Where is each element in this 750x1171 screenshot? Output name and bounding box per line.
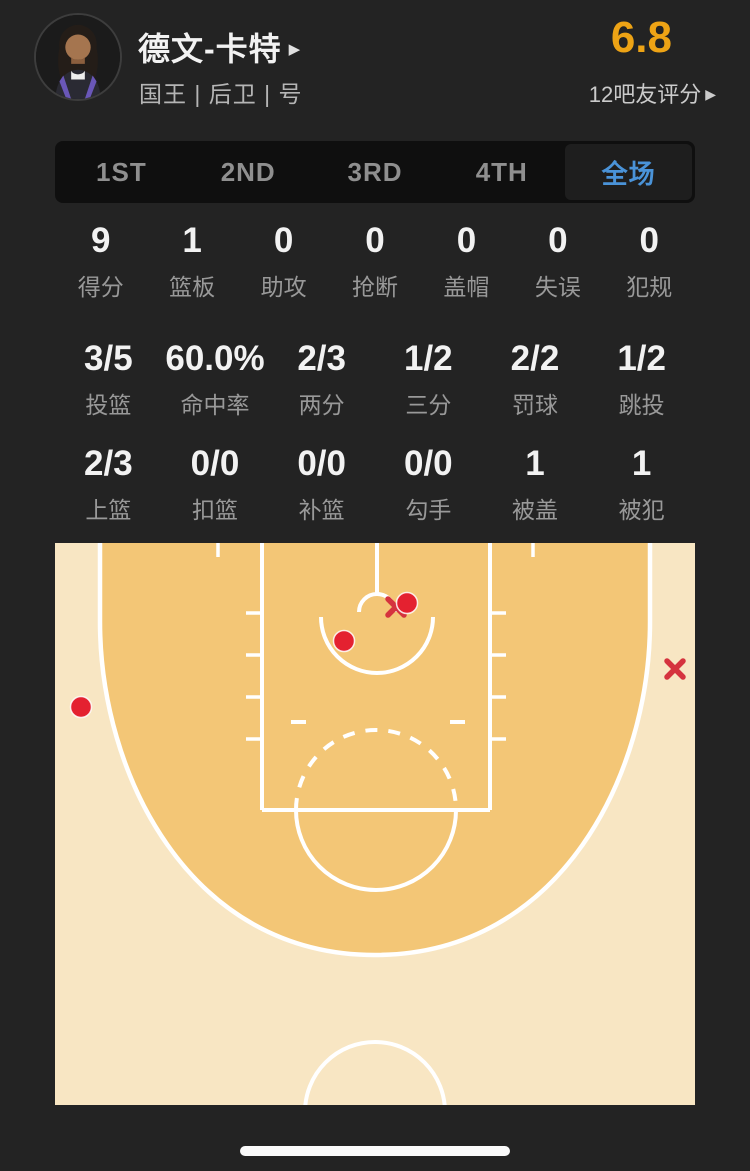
stat-label: 罚球: [511, 392, 558, 418]
tab-label: 全场: [601, 158, 656, 189]
tab-label: 4TH: [475, 156, 528, 187]
restricted-area-arc: [319, 616, 435, 675]
stat-hook-shots: 0/0 勾手: [375, 444, 482, 525]
shooting-stats-row: 3/5 投篮 60.0% 命中率 2/3 两分 1/2 三分 2/2 罚球 1/…: [55, 339, 695, 420]
stat-value: 60.0%: [165, 339, 265, 378]
stat-value: 0/0: [190, 444, 240, 483]
stat-fouls: 0 犯规: [604, 221, 695, 302]
shot-made-marker: [69, 695, 93, 719]
stat-value: 1/2: [403, 339, 453, 378]
tab-2nd-quarter[interactable]: 2ND: [185, 144, 312, 200]
stat-value: 1: [525, 444, 545, 483]
stat-jump-shots: 1/2 跳投: [588, 339, 695, 420]
stat-fouled-against: 1 被犯: [588, 444, 695, 525]
stat-label: 三分: [405, 392, 452, 418]
stat-assists: 0 助攻: [238, 221, 329, 302]
lane-hash-marks: [246, 611, 506, 741]
stat-label: 勾手: [405, 497, 452, 523]
stat-label: 犯规: [626, 274, 673, 300]
stat-value: 1/2: [617, 339, 666, 378]
free-throw-circle-solid-half: [294, 809, 458, 892]
stat-value: 0/0: [297, 444, 346, 483]
stat-label: 扣篮: [191, 497, 238, 523]
baseline-hash-marks: [216, 543, 535, 557]
stat-value: 0: [273, 221, 294, 260]
stat-label: 抢断: [351, 274, 398, 300]
shot-chart-court: [55, 543, 695, 1105]
shot-made-marker: [395, 591, 419, 615]
stat-value: 0/0: [403, 444, 453, 483]
shot-markers-group: [69, 591, 686, 719]
stat-label: 被盖: [511, 497, 558, 523]
tab-label: 3RD: [347, 156, 403, 187]
player-name: 德文-卡特: [138, 31, 282, 67]
home-indicator-bar[interactable]: [240, 1146, 510, 1156]
tab-3rd-quarter[interactable]: 3RD: [312, 144, 439, 200]
rating-caption-row[interactable]: 12吧友评分 ▶: [589, 77, 716, 109]
stat-value: 1: [182, 221, 202, 260]
player-header: 德文-卡特 ▶ 国王 | 后卫 | 号 6.8 12吧友评分 ▶: [0, 0, 750, 130]
stat-value: 0: [365, 221, 385, 260]
player-avatar[interactable]: [34, 13, 122, 101]
stat-blocks: 0 盖帽: [421, 221, 512, 302]
stat-layups: 2/3 上篮: [55, 444, 162, 525]
name-chevron-right-icon: ▶: [288, 40, 301, 58]
stat-value: 1: [631, 444, 652, 483]
rating-chevron-right-icon: ▶: [705, 85, 716, 102]
stat-value: 9: [90, 221, 111, 260]
stat-value: 0: [456, 221, 477, 260]
basic-stats-row: 9 得分 1 篮板 0 助攻 0 抢断 0 盖帽 0 失误 0 犯规: [55, 221, 695, 302]
rating-score: 6.8: [610, 13, 672, 62]
stat-label: 盖帽: [443, 274, 490, 300]
shot-made-marker: [332, 629, 356, 653]
stat-putbacks: 0/0 补篮: [268, 444, 375, 525]
stat-free-throws: 2/2 罚球: [482, 339, 589, 420]
stat-points: 9 得分: [55, 221, 146, 302]
stat-label: 失误: [534, 274, 581, 300]
stat-label: 跳投: [618, 392, 665, 418]
quarter-tab-bar: 1ST 2ND 3RD 4TH 全场: [55, 141, 695, 203]
stat-rebounds: 1 篮板: [146, 221, 237, 302]
stat-value: 2/3: [84, 444, 133, 483]
shot-missed-marker: [664, 658, 686, 680]
court-inside-arc-area: [100, 543, 650, 955]
rating-caption: 12吧友评分: [588, 82, 702, 107]
stat-label: 补篮: [298, 497, 345, 523]
stat-label: 投篮: [85, 392, 132, 418]
stat-value: 0: [548, 221, 568, 260]
stat-label: 上篮: [85, 497, 132, 523]
tab-full-game[interactable]: 全场: [565, 144, 692, 200]
stat-fg-percentage: 60.0% 命中率: [162, 339, 269, 420]
stat-label: 得分: [77, 274, 124, 300]
tab-label: 1ST: [96, 156, 147, 187]
stat-value: 3/5: [84, 339, 133, 378]
stat-label: 篮板: [169, 274, 216, 300]
stat-label: 助攻: [260, 274, 307, 300]
stat-label: 命中率: [180, 392, 250, 418]
stat-three-pointers: 1/2 三分: [375, 339, 482, 420]
stat-value: 2/3: [297, 339, 346, 378]
tab-label: 2ND: [220, 156, 276, 187]
stat-field-goals: 3/5 投篮: [55, 339, 162, 420]
stat-two-pointers: 2/3 两分: [268, 339, 375, 420]
tab-4th-quarter[interactable]: 4TH: [438, 144, 565, 200]
stat-label: 被犯: [618, 497, 665, 523]
paint-lane-lines: [260, 543, 492, 812]
player-photo-placeholder: [36, 15, 120, 99]
stat-shots-blocked-against: 1 被盖: [482, 444, 589, 525]
stat-value: 2/2: [510, 339, 560, 378]
free-throw-circle-dashed-half: [294, 728, 458, 811]
stat-value: 0: [639, 221, 660, 260]
tab-1st-quarter[interactable]: 1ST: [58, 144, 185, 200]
three-point-line: [97, 543, 653, 958]
stat-label: 两分: [298, 392, 345, 418]
stat-dunks: 0/0 扣篮: [162, 444, 269, 525]
stat-steals: 0 抢断: [329, 221, 420, 302]
player-name-row[interactable]: 德文-卡特 ▶: [138, 24, 300, 70]
player-team-position: 国王 | 后卫 | 号: [139, 81, 303, 107]
stat-turnovers: 0 失误: [512, 221, 603, 302]
shot-type-stats-row: 2/3 上篮 0/0 扣篮 0/0 补篮 0/0 勾手 1 被盖 1 被犯: [55, 444, 695, 525]
half-court-circle: [303, 1040, 447, 1105]
